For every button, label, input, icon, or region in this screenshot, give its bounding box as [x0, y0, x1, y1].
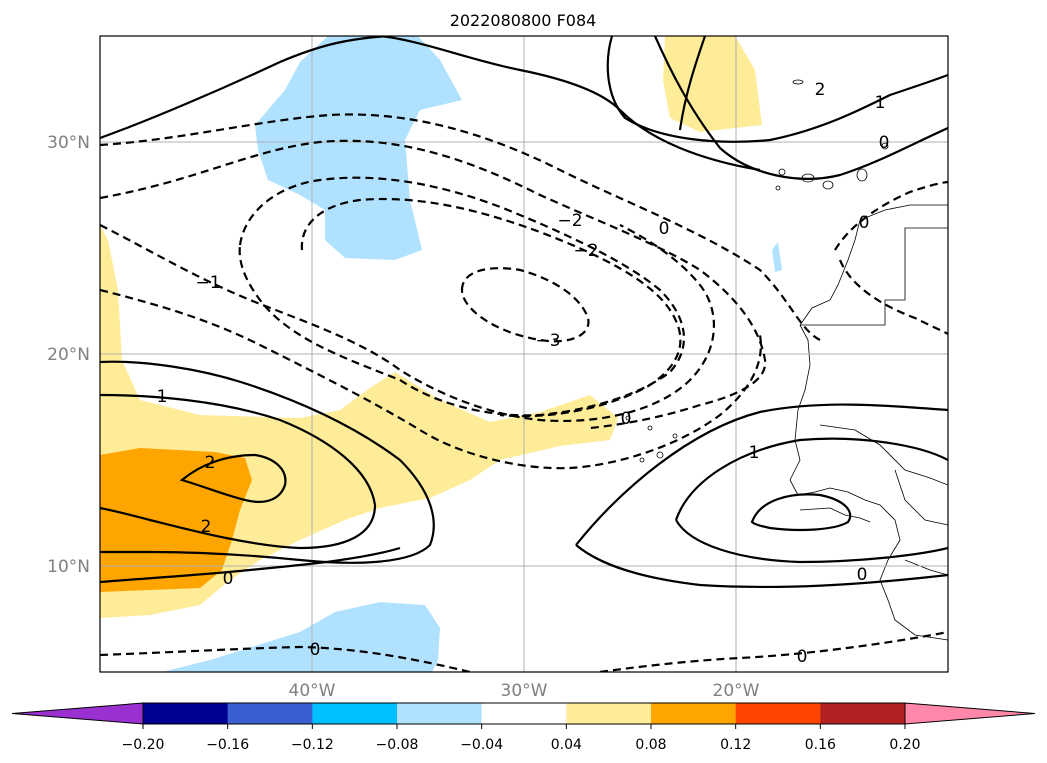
contour-label: 0 [223, 569, 234, 589]
colorbar-tick-label: −0.04 [460, 737, 503, 753]
contour-label: 1 [749, 443, 760, 463]
contour-label: −2 [573, 241, 598, 261]
colorbar-tick-label: −0.12 [291, 737, 334, 753]
colorbar-cell [566, 703, 652, 724]
colorbar: −0.20 −0.16 −0.12 −0.08 −0.04 0.04 0.08 0.12 0.1… [11, 702, 1036, 753]
lat-label: 30°N [47, 133, 90, 153]
contour-label: −2 [557, 211, 582, 231]
colorbar-cell [820, 703, 906, 724]
colorbar-tick-label: 0.20 [889, 737, 920, 753]
shade-blue-islet [772, 242, 782, 272]
colorbar-tick-label: −0.16 [206, 737, 249, 753]
lon-label: 40°W [289, 681, 336, 701]
colorbar-tick-label: 0.16 [805, 737, 836, 753]
colorbar-tick-label: 0.04 [551, 737, 582, 753]
contour-label: −3 [535, 331, 560, 351]
contour-label: 0 [857, 565, 868, 585]
colorbar-cell [481, 703, 567, 724]
contour-label: 1 [875, 93, 886, 113]
colorbar-cell [312, 703, 398, 724]
colorbar-frame [142, 702, 906, 725]
negative-contours [100, 113, 948, 672]
positive-contours [100, 36, 948, 589]
contour-label: 0 [859, 213, 870, 233]
shade-blue-north [255, 36, 462, 260]
lon-label: 30°W [501, 681, 548, 701]
colorbar-extend-low [11, 702, 144, 725]
contour-label: 0 [310, 640, 321, 660]
contour-label: 0 [659, 219, 670, 239]
contour-label: 2 [815, 80, 826, 100]
lon-label: 20°W [713, 681, 760, 701]
colorbar-extend-high [904, 702, 1036, 725]
longitude-labels: 40°W 30°W 20°W [289, 681, 760, 701]
shade-yellow-north [663, 36, 762, 132]
lat-label: 20°N [47, 345, 90, 365]
colorbar-tick-label: −0.08 [376, 737, 419, 753]
map-area: 2 1 0 0 −2 −2 0 −1 −3 1 2 2 0 1 0 0 0 0 [100, 36, 948, 672]
contour-label: 0 [797, 647, 808, 667]
contour-label: 0 [621, 409, 632, 429]
colorbar-tick-label: 0.08 [635, 737, 666, 753]
contour-label: 2 [205, 453, 216, 473]
lat-label: 10°N [47, 557, 90, 577]
contour-label: 1 [157, 387, 168, 407]
map-title: 2022080800 F084 [450, 11, 597, 30]
contour-labels: 2 1 0 0 −2 −2 0 −1 −3 1 2 2 0 1 0 0 0 0 [157, 80, 890, 667]
latitude-labels: 30°N 20°N 10°N [47, 133, 90, 577]
shade-blue-south [162, 602, 440, 672]
graticule [100, 36, 948, 672]
contour-label: 0 [879, 133, 890, 153]
colorbar-tick-label: 0.12 [720, 737, 751, 753]
colorbar-cell [651, 703, 737, 724]
contour-label: 2 [201, 517, 212, 537]
colorbar-tick-label: −0.20 [122, 737, 165, 753]
colorbar-cell [227, 703, 313, 724]
contour-label: −1 [195, 273, 220, 293]
colorbar-cell [143, 703, 229, 724]
shade-orange-core [100, 448, 252, 592]
colorbar-cell [397, 703, 483, 724]
colorbar-cell [735, 703, 821, 724]
map-frame [99, 35, 949, 673]
